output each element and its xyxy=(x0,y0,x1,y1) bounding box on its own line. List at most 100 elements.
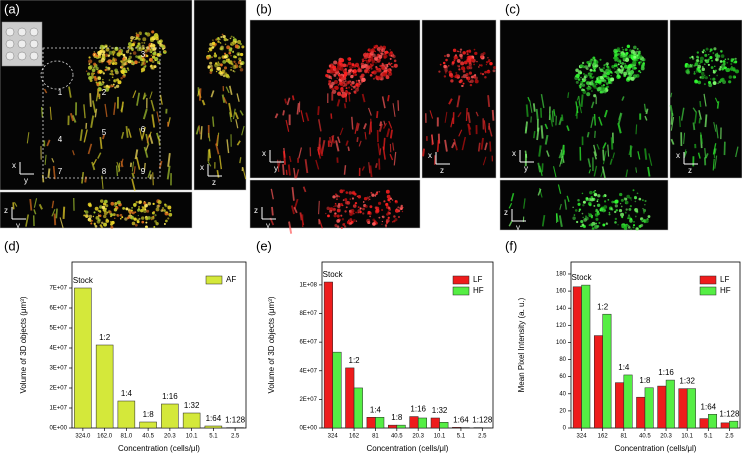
cell-streak xyxy=(482,156,487,166)
cell-spot xyxy=(586,87,589,90)
cell-spot xyxy=(349,83,353,86)
cell-spot xyxy=(732,75,736,79)
axis-letter: z xyxy=(212,178,216,187)
cell-spot xyxy=(111,214,114,217)
cell-streak xyxy=(201,99,206,106)
x-tick-label: 81.0 xyxy=(121,434,133,440)
cell-spot xyxy=(164,204,168,208)
cell-spot xyxy=(629,196,632,200)
cell-streak xyxy=(228,112,232,123)
cell-spot xyxy=(354,73,358,77)
bar-annotation: 1:8 xyxy=(391,413,403,422)
axis-letter: y xyxy=(24,176,28,185)
cell-spot xyxy=(357,206,360,209)
cell-spot xyxy=(111,58,116,63)
cell-spot xyxy=(616,66,619,69)
cell-spot xyxy=(83,214,86,217)
cell-streak xyxy=(282,110,285,116)
cell-spot xyxy=(133,36,136,39)
cell-spot xyxy=(626,223,628,226)
cell-streak xyxy=(296,103,300,115)
cell-spot xyxy=(128,210,133,214)
cell-spot xyxy=(443,64,447,69)
cell-streak xyxy=(539,165,543,176)
cell-spot xyxy=(161,206,165,210)
cell-spot xyxy=(398,216,400,218)
cell-spot xyxy=(209,42,213,47)
cell-spot xyxy=(397,206,400,209)
cell-spot xyxy=(142,58,146,62)
y-axis-label: Volume of 3D objects (μm³) xyxy=(19,296,28,393)
cell-spot xyxy=(643,211,645,214)
cell-spot xyxy=(234,55,238,59)
cell-spot xyxy=(617,68,621,72)
cell-spot xyxy=(384,50,389,54)
cell-spot xyxy=(134,38,136,41)
cell-spot xyxy=(351,85,354,88)
axis-letter: y xyxy=(16,221,20,230)
cell-streak xyxy=(348,94,351,102)
cell-streak xyxy=(242,167,247,180)
cell-spot xyxy=(466,53,469,56)
cell-spot xyxy=(356,195,359,198)
cell-spot xyxy=(593,69,596,73)
cell-streak xyxy=(596,143,600,150)
cell-spot xyxy=(595,208,598,212)
bar xyxy=(615,382,625,429)
bar-annotation: Stock xyxy=(572,273,593,282)
cell-spot xyxy=(577,198,580,202)
cell-spot xyxy=(158,40,161,42)
bar xyxy=(345,367,355,429)
cell-spot xyxy=(164,50,166,53)
cell-spot xyxy=(588,203,592,207)
cell-spot xyxy=(328,82,331,86)
y-tick-label: 20 xyxy=(559,408,566,414)
cell-spot xyxy=(625,208,628,211)
cell-spot xyxy=(94,225,98,228)
cell-spot xyxy=(714,69,717,72)
cell-spot xyxy=(608,213,611,216)
cell-spot xyxy=(363,57,366,60)
cell-spot xyxy=(358,67,361,69)
cell-streak xyxy=(115,165,119,177)
cell-spot xyxy=(493,66,496,70)
cell-spot xyxy=(362,52,368,58)
cell-spot xyxy=(137,214,140,217)
cell-spot xyxy=(456,59,461,63)
cell-spot xyxy=(352,204,357,208)
cell-spot xyxy=(466,65,471,70)
cell-spot xyxy=(362,207,365,211)
cell-spot xyxy=(355,88,359,92)
cell-streak xyxy=(450,117,454,128)
cell-spot xyxy=(597,194,601,198)
cell-spot xyxy=(633,224,636,227)
legend-label: LF xyxy=(720,275,729,284)
cell-spot xyxy=(636,47,639,50)
y-tick-label: 1E+08 xyxy=(299,282,317,288)
cell-streak xyxy=(465,107,468,122)
cell-spot xyxy=(621,71,624,74)
cell-spot xyxy=(348,191,353,195)
cell-streak xyxy=(621,96,625,101)
cell-spot xyxy=(232,51,235,54)
cell-spot xyxy=(622,56,626,61)
cell-spot xyxy=(111,73,114,76)
cell-spot xyxy=(363,197,368,201)
cell-spot xyxy=(600,68,604,73)
cell-spot xyxy=(449,72,453,77)
cell-spot xyxy=(713,47,717,51)
cell-spot xyxy=(135,201,138,204)
cell-spot xyxy=(141,44,145,48)
cell-streak xyxy=(544,123,549,130)
cell-spot xyxy=(219,72,224,76)
cell-spot xyxy=(392,54,396,59)
cell-spot xyxy=(579,83,582,86)
cell-streak xyxy=(529,100,533,113)
cell-spot xyxy=(585,81,590,85)
cell-spot xyxy=(369,196,371,198)
cell-spot xyxy=(144,65,147,67)
cell-spot xyxy=(594,189,596,192)
cell-streak xyxy=(152,172,154,186)
cell-spot xyxy=(209,64,213,68)
cell-spot xyxy=(235,40,238,43)
